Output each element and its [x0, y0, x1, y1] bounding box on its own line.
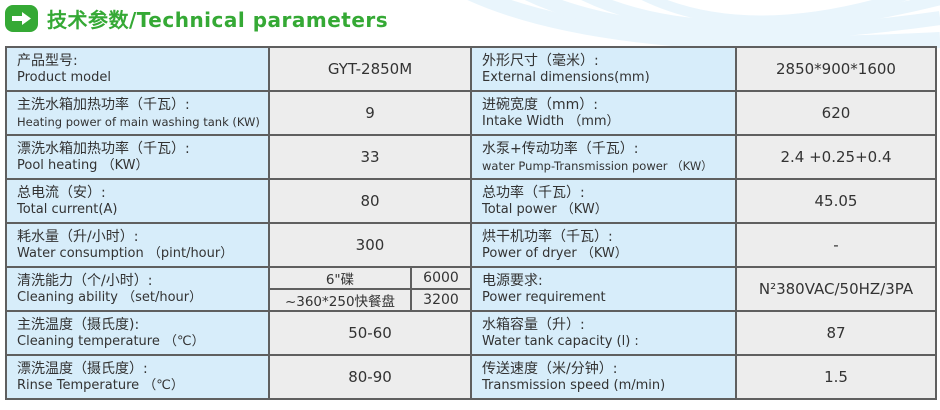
label-pool-heating: 漂洗水箱加热功率（千瓦）: Pool heating （KW） — [5, 134, 270, 180]
label-transmission-speed: 传送速度（米/分钟）: Transmission speed (m/min) — [470, 354, 737, 400]
subgrid-row-dish: 6"碟 6000 — [271, 269, 469, 288]
value-dryer-power: - — [735, 222, 937, 268]
table-row: 主洗水箱加热功率（千瓦）: Heating power of main wash… — [5, 90, 937, 136]
label-total-power: 总功率（千瓦）: Total power （KW） — [470, 178, 737, 224]
label-intake-width: 进碗宽度（mm）: Intake Width （mm） — [470, 90, 737, 136]
value-pool-heating: 33 — [268, 134, 472, 180]
label-main-tank-heating-power: 主洗水箱加热功率（千瓦）: Heating power of main wash… — [5, 90, 270, 136]
arrow-right-icon — [5, 5, 38, 32]
value-cleaning-ability: 6"碟 6000 ~360*250快餐盘 3200 — [268, 266, 472, 312]
label-product-model: 产品型号: Product model — [5, 46, 270, 92]
label-power-requirement: 电源要求: Power requirement — [470, 266, 737, 312]
label-total-current: 总电流（安）: Total current(A) — [5, 178, 270, 224]
value-cleaning-temperature: 50-60 — [268, 310, 472, 356]
value-main-tank-heating-power: 9 — [268, 90, 472, 136]
label-dryer-power: 烘干机功率（千瓦）: Power of dryer （KW） — [470, 222, 737, 268]
value-total-power: 45.05 — [735, 178, 937, 224]
label-cleaning-ability: 清洗能力（个/小时）: Cleaning ability （set/hour） — [5, 266, 270, 312]
value-power-requirement: N²380VAC/50HZ/3PA — [735, 266, 937, 312]
section-title: 技术参数/Technical parameters — [47, 8, 389, 32]
label-cleaning-temperature: 主洗温度（摄氏度): Cleaning temperature （℃） — [5, 310, 270, 356]
label-external-dimensions: 外形尺寸（毫米）: External dimensions(mm) — [470, 46, 737, 92]
label-water-consumption: 耗水量（升/小时）: Water consumption （pint/hour） — [5, 222, 270, 268]
value-total-current: 80 — [268, 178, 472, 224]
value-water-consumption: 300 — [268, 222, 472, 268]
table-row: 清洗能力（个/小时）: Cleaning ability （set/hour） … — [5, 266, 937, 312]
table-row: 漂洗温度（摄氏度）: Rinse Temperature （℃） 80-90 传… — [5, 354, 937, 400]
table-row: 耗水量（升/小时）: Water consumption （pint/hour）… — [5, 222, 937, 268]
table-row: 主洗温度（摄氏度): Cleaning temperature （℃） 50-6… — [5, 310, 937, 356]
cleaning-ability-subgrid: 6"碟 6000 ~360*250快餐盘 3200 — [271, 269, 469, 309]
value-pump-transmission-power: 2.4 +0.25+0.4 — [735, 134, 937, 180]
value-external-dimensions: 2850*900*1600 — [735, 46, 937, 92]
value-transmission-speed: 1.5 — [735, 354, 937, 400]
value-intake-width: 620 — [735, 90, 937, 136]
table-row: 产品型号: Product model GYT-2850M 外形尺寸（毫米）: … — [5, 46, 937, 92]
label-water-tank-capacity: 水箱容量（升）: Water tank capacity (l) : — [470, 310, 737, 356]
table-row: 总电流（安）: Total current(A) 80 总功率（千瓦）: Tot… — [5, 178, 937, 224]
label-rinse-temperature: 漂洗温度（摄氏度）: Rinse Temperature （℃） — [5, 354, 270, 400]
label-pump-transmission-power: 水泵+传动功率（千瓦）: water Pump-Transmission pow… — [470, 134, 737, 180]
subgrid-row-tray: ~360*250快餐盘 3200 — [271, 288, 469, 309]
value-water-tank-capacity: 87 — [735, 310, 937, 356]
section-header: 技术参数/Technical parameters — [5, 4, 388, 33]
value-product-model: GYT-2850M — [268, 46, 472, 92]
value-rinse-temperature: 80-90 — [268, 354, 472, 400]
table-row: 漂洗水箱加热功率（千瓦）: Pool heating （KW） 33 水泵+传动… — [5, 134, 937, 180]
technical-parameters-table: 产品型号: Product model GYT-2850M 外形尺寸（毫米）: … — [5, 46, 937, 400]
